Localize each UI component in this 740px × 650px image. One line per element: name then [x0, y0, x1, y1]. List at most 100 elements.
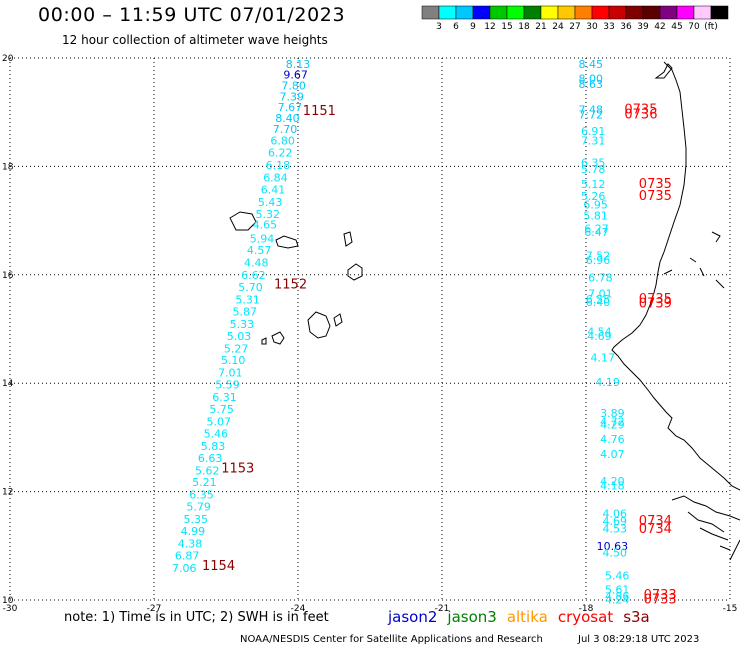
- wave-height-value: 6.80: [270, 135, 295, 148]
- wave-height-value: 5.62: [195, 464, 220, 477]
- wave-height-value: 5.10: [221, 354, 246, 367]
- wave-height-value: 7.48: [579, 103, 604, 116]
- latitude-tick-label: 12: [2, 488, 13, 498]
- wave-height-value: 8.00: [579, 72, 604, 85]
- wave-height-value: 4.18: [600, 479, 625, 492]
- wave-height-value: 6.47: [584, 226, 609, 239]
- wave-height-value: 5.75: [209, 403, 234, 416]
- wave-height-value: 4.57: [247, 244, 272, 257]
- map-subtitle: 12 hour collection of altimeter wave hei…: [62, 33, 328, 47]
- wave-height-value: 4.65: [253, 219, 278, 232]
- island-fogo: [271, 331, 285, 345]
- color-scale-label: 21: [535, 22, 546, 32]
- island-sal-boa-vista: [347, 263, 363, 281]
- wave-height-value: 5.87: [232, 305, 257, 318]
- wave-height-value: 5.32: [256, 208, 281, 221]
- wave-height-value: 6.95: [583, 199, 608, 212]
- pass-time-label: 1154: [202, 559, 235, 574]
- wave-height-value: 7.06: [172, 562, 197, 575]
- pass-time-label: 0733: [644, 592, 677, 607]
- wave-height-value: 4.72: [600, 415, 625, 428]
- wave-height-value: 5.03: [227, 330, 252, 343]
- wave-height-value: 5.43: [258, 196, 283, 209]
- grid-lines: [9, 57, 731, 601]
- pass-time-labels: 1151115211531154073507360735073507350739…: [202, 102, 677, 607]
- longitude-tick-label: -27: [147, 604, 162, 614]
- wave-height-value: 5.35: [184, 513, 209, 526]
- wave-height-value: 6.35: [581, 156, 606, 169]
- color-scale-label: 70: [688, 22, 700, 32]
- wave-height-value: 8.63: [579, 78, 604, 91]
- wave-height-value: 6.18: [266, 159, 291, 172]
- wave-height-value: 6.40: [586, 296, 611, 309]
- wave-height-value: 4.24: [605, 593, 630, 606]
- wave-height-value: 5.21: [192, 476, 217, 489]
- legend-item-cryosat: cryosat: [557, 608, 614, 626]
- wave-height-value: 5.46: [605, 569, 630, 582]
- color-scale-label: 39: [637, 22, 649, 32]
- pass-time-label: 1151: [303, 104, 336, 119]
- wave-height-value: 4.48: [244, 257, 269, 270]
- wave-height-value: 4.69: [587, 330, 612, 343]
- wave-height-value: 4.20: [600, 475, 625, 488]
- wave-height-value: 6.62: [241, 269, 266, 282]
- wave-height-value: 7.01: [218, 367, 243, 380]
- color-scale-label: 30: [586, 22, 598, 32]
- wave-height-value: 4.06: [603, 508, 628, 521]
- wave-height-value: 7.72: [579, 109, 604, 122]
- color-scale-label: 3: [436, 22, 442, 32]
- legend-item-altika: altika: [506, 608, 548, 626]
- longitude-tick-label: -30: [3, 604, 18, 614]
- wave-height-value: 5.26: [581, 190, 606, 203]
- wave-height-value: 6.96: [586, 254, 611, 267]
- wave-height-value: 7.31: [581, 135, 606, 148]
- color-scale-label: 36: [620, 22, 632, 32]
- pass-time-label: 0734: [639, 514, 672, 529]
- coastline-islands-south: [671, 495, 740, 561]
- latitude-tick-label: 18: [2, 162, 14, 172]
- wave-height-value: 4.86: [605, 590, 630, 603]
- pass-time-label: 0735: [639, 189, 672, 204]
- satellite-legend: jason2 jason3 altika cryosat s3a: [388, 608, 660, 626]
- color-scale-label: 33: [603, 22, 614, 32]
- wave-height-value: 10.63: [597, 540, 629, 553]
- color-scale-label: 9: [470, 22, 476, 32]
- wave-height-value: 6.31: [212, 391, 237, 404]
- wave-height-readings: 8.139.677.807.397.678.407.706.806.226.18…: [172, 58, 629, 606]
- color-scale-label: 6: [453, 22, 459, 32]
- longitude-tick-label: -18: [579, 604, 594, 614]
- wave-height-value: 4.29: [600, 419, 625, 432]
- wave-height-value: 7.67: [278, 101, 303, 114]
- wave-height-value: 6.91: [581, 125, 606, 138]
- pass-time-label: 0736: [624, 108, 657, 123]
- map-title: 00:00 – 11:59 UTC 07/01/2023: [38, 4, 346, 26]
- wave-height-value: 5.61: [605, 583, 630, 596]
- latitude-tick-label: 14: [2, 379, 14, 389]
- pass-time-label: 0734: [639, 522, 672, 537]
- wave-height-value: 8.40: [275, 112, 300, 125]
- wave-height-value: 5.81: [583, 210, 608, 223]
- latitude-tick-label: 16: [2, 271, 14, 281]
- pass-time-label: 0735: [624, 102, 657, 117]
- color-scale-label: (ft): [704, 22, 718, 32]
- axis-tick-labels: -30 -27 -24 -21 -18 -15 20 18 16 14 12 10: [2, 54, 737, 614]
- wave-height-value: 6.41: [261, 184, 286, 197]
- wave-height-value: 6.84: [263, 172, 288, 185]
- wave-height-value: 5.27: [224, 342, 249, 355]
- island-sao-vicente: [275, 235, 299, 249]
- wave-height-value: 6.22: [268, 147, 293, 160]
- wave-height-value: 4.38: [178, 537, 203, 550]
- coastline-north-cape: [654, 63, 673, 79]
- island-santo-antao: [229, 211, 257, 231]
- legend-item-jason2: jason2: [388, 608, 438, 626]
- wave-height-value: 6.55: [586, 293, 611, 306]
- color-scale-label: 18: [518, 22, 530, 32]
- wave-height-value: 7.39: [280, 90, 305, 103]
- color-scale-label: 42: [654, 22, 665, 32]
- wave-height-value: 4.07: [600, 448, 625, 461]
- coastlines: [229, 61, 740, 561]
- wave-height-value: 4.50: [603, 547, 628, 560]
- wave-height-value: 5.70: [238, 281, 263, 294]
- wave-height-value: 5.78: [581, 163, 606, 176]
- data-credit: NOAA/NESDIS Center for Satellite Applica…: [240, 634, 543, 645]
